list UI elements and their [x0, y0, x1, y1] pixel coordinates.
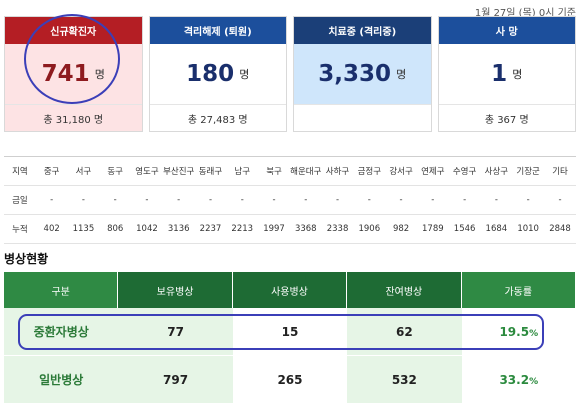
- district-cell: -: [480, 185, 513, 215]
- district-cell: 사상구: [480, 156, 513, 186]
- district-cell: 금정구: [353, 156, 386, 186]
- district-cell: -: [35, 185, 68, 215]
- beds-header-rate: 가동률: [461, 272, 576, 308]
- district-cell: 402: [35, 214, 68, 244]
- rate-unit: %: [529, 328, 539, 339]
- district-cell: -: [353, 185, 386, 215]
- district-cell: 중구: [35, 156, 68, 186]
- district-cell: -: [258, 185, 290, 215]
- district-cell: -: [448, 185, 481, 215]
- district-row-label: 누적: [4, 214, 36, 244]
- district-cell: 806: [99, 214, 132, 244]
- beds-header-owned: 보유병상: [118, 272, 233, 308]
- district-cell: 영도구: [131, 156, 163, 186]
- deaths-card: 사 망 1 명 총 367 명: [437, 16, 576, 132]
- card-total: 총 31,180 명: [5, 104, 142, 131]
- district-cell: -: [194, 185, 227, 215]
- rate-value: 33.2: [499, 372, 530, 387]
- beds-header-used: 사용병상: [232, 272, 348, 308]
- card-title: 치료중 (격리중): [294, 17, 431, 44]
- beds-header-category: 구분: [4, 272, 119, 308]
- card-total: 총 27,483 명: [149, 104, 286, 131]
- date-note: 1월 27일 (목) 0시 기준: [474, 8, 576, 19]
- card-value: 3,330: [318, 61, 392, 87]
- district-cell: -: [416, 185, 449, 215]
- card-unit: 명: [239, 68, 250, 81]
- district-cell: 동래구: [194, 156, 227, 186]
- district-cell: 남구: [226, 156, 259, 186]
- beds-owned: 797: [118, 356, 233, 404]
- card-unit: 명: [512, 68, 523, 81]
- district-cell: 3136: [162, 214, 195, 244]
- district-cell: -: [289, 185, 322, 215]
- highlight-oval-annotation: [18, 314, 544, 350]
- district-cell: 기타: [544, 156, 576, 186]
- district-cell: 부산진구: [162, 156, 195, 186]
- district-cell: 2848: [544, 214, 576, 244]
- district-cell: -: [321, 185, 354, 215]
- district-cell: -: [67, 185, 100, 215]
- in-treatment-card: 치료중 (격리중) 3,330 명: [293, 16, 432, 132]
- beds-section-title: 병상현황: [4, 252, 49, 266]
- rate-unit: %: [529, 376, 539, 387]
- district-today-row: 금일 - - - - - - - - - - - - - - - - -: [4, 185, 576, 215]
- district-table: 지역 중구 서구 동구 영도구 부산진구 동래구 남구 북구 해운대구 사하구 금정구 강서구 연제구 수영…: [4, 156, 576, 244]
- district-row-label: 지역: [4, 156, 36, 186]
- rate-value: 19.5: [499, 324, 530, 339]
- district-cell: 2213: [226, 214, 259, 244]
- card-body: 1 명: [438, 44, 575, 104]
- card-body: 3,330 명: [294, 44, 431, 104]
- district-cell: -: [385, 185, 417, 215]
- district-cell: 982: [385, 214, 417, 244]
- district-cell: -: [544, 185, 576, 215]
- beds-rate: 33.2%: [461, 356, 576, 404]
- district-cell: -: [131, 185, 163, 215]
- district-cell: 기장군: [512, 156, 545, 186]
- district-cell: -: [226, 185, 259, 215]
- card-unit: 명: [396, 68, 407, 81]
- district-cell: 사하구: [321, 156, 354, 186]
- beds-row-label: 일반병상: [4, 356, 119, 404]
- district-cell: 1546: [448, 214, 481, 244]
- district-cell: 1997: [258, 214, 290, 244]
- card-total: [294, 104, 431, 131]
- district-cell: 서구: [67, 156, 100, 186]
- district-cumulative-row: 누적 402 1135 806 1042 3136 2237 2213 1997 3368 2338…: [4, 214, 576, 244]
- district-cell: 수영구: [448, 156, 481, 186]
- beds-header-remaining: 잔여병상: [347, 272, 462, 308]
- district-cell: 해운대구: [289, 156, 322, 186]
- district-cell: -: [512, 185, 545, 215]
- district-cell: 1789: [416, 214, 449, 244]
- district-cell: 강서구: [385, 156, 417, 186]
- district-cell: 1684: [480, 214, 513, 244]
- district-row-label: 금일: [4, 185, 36, 215]
- released-card: 격리해제 (퇴원) 180 명 총 27,483 명: [148, 16, 287, 132]
- district-cell: -: [99, 185, 132, 215]
- card-title: 사 망: [438, 17, 575, 44]
- beds-header-row: 구분 보유병상 사용병상 잔여병상 가동률: [4, 272, 576, 308]
- district-cell: 연제구: [416, 156, 449, 186]
- card-value: 1: [491, 61, 508, 87]
- district-cell: 1042: [131, 214, 163, 244]
- district-cell: -: [162, 185, 195, 215]
- card-total: 총 367 명: [438, 104, 575, 131]
- district-cell: 1135: [67, 214, 100, 244]
- card-title: 격리해제 (퇴원): [149, 17, 286, 44]
- card-body: 180 명: [149, 44, 286, 104]
- district-cell: 1906: [353, 214, 386, 244]
- beds-row-general: 일반병상 797 265 532 33.2%: [4, 356, 576, 404]
- card-value: 180: [186, 61, 235, 87]
- district-cell: 2338: [321, 214, 354, 244]
- beds-used: 265: [232, 356, 348, 404]
- district-header-row: 지역 중구 서구 동구 영도구 부산진구 동래구 남구 북구 해운대구 사하구 금정구 강서구 연제구 수영…: [4, 156, 576, 186]
- district-cell: 동구: [99, 156, 132, 186]
- district-cell: 3368: [289, 214, 322, 244]
- district-cell: 1010: [512, 214, 545, 244]
- beds-remaining: 532: [347, 356, 462, 404]
- highlight-circle-annotation: [24, 14, 120, 104]
- district-cell: 북구: [258, 156, 290, 186]
- district-cell: 2237: [194, 214, 227, 244]
